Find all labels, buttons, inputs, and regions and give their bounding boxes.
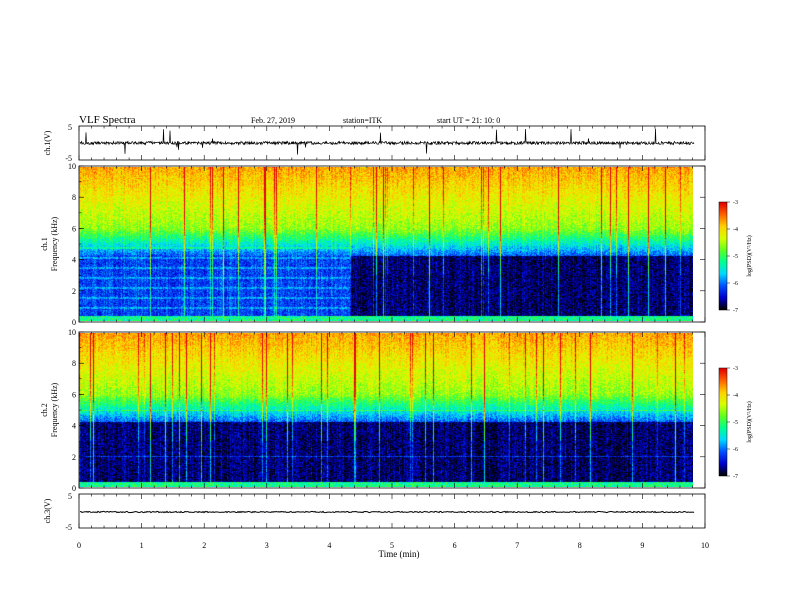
time-axis-label: Time (min): [379, 549, 420, 559]
ch1-ytick-top: 5: [68, 123, 72, 132]
ch1-ytick-bottom: -5: [65, 154, 72, 163]
time-tick-label: 0: [77, 541, 81, 550]
ch1-spectrogram-image: [79, 167, 693, 321]
ch2-spectrogram-ylabel-channel: ch.2: [40, 403, 49, 417]
ch2-colorbar: [719, 368, 727, 476]
ch3-waveform-panel: 5 -5 ch.3(V): [43, 492, 706, 532]
time-tick-label: 4: [327, 541, 331, 550]
ch3-waveform-trace: [80, 510, 695, 514]
freq-tick-label: 2: [72, 453, 76, 462]
time-tick-label: 5: [390, 541, 394, 550]
figure-title: VLF Spectra: [79, 114, 136, 126]
colorbar-tick-label: -7: [733, 474, 738, 480]
ch1-spectrogram-ylabel-frequency: Frequency (kHz): [50, 216, 59, 271]
freq-tick-label: 4: [72, 422, 76, 431]
ch1-waveform-panel: 5 -5 ch.1(V): [43, 123, 706, 163]
start-time-label: start UT = 21: 10: 0: [437, 116, 500, 125]
time-tick-label: 8: [578, 541, 582, 550]
ch2-freq-ticks: 0 2 4 6 8 10: [68, 328, 705, 493]
time-tick-label: 3: [265, 541, 269, 550]
freq-tick-label: 0: [72, 318, 76, 327]
colorbar-tick-label: -5: [733, 420, 738, 426]
colorbar-tick-label: -6: [733, 447, 738, 453]
freq-tick-label: 0: [72, 484, 76, 493]
time-tick-label: 1: [140, 541, 144, 550]
ch1-waveform-ylabel: ch.1(V): [43, 130, 52, 155]
time-tick-label: 9: [640, 541, 644, 550]
freq-tick-label: 2: [72, 287, 76, 296]
ch3-ytick-bottom: -5: [65, 523, 72, 532]
ch1-colorbar: [719, 202, 727, 310]
ch1-colorbar-ticks: -3 -4 -5 -6 -7: [727, 200, 738, 314]
colorbar-tick-label: -5: [733, 254, 738, 260]
time-tick-marks: [78, 126, 706, 528]
freq-tick-label: 8: [72, 193, 76, 202]
time-tick-label: 7: [515, 541, 519, 550]
colorbar-tick-label: -6: [733, 281, 738, 287]
freq-tick-label: 4: [72, 256, 76, 265]
freq-tick-label: 8: [72, 359, 76, 368]
station-label: station=ITK: [343, 116, 382, 125]
ch3-ytick-top: 5: [68, 492, 72, 501]
ch2-colorbar-ticks: -3 -4 -5 -6 -7: [727, 366, 738, 480]
time-tick-label: 2: [202, 541, 206, 550]
ch1-waveform-trace: [79, 128, 695, 155]
time-axis-tick-labels: 0 1 2 3 4 5 6 7 8 9 10: [77, 541, 709, 550]
colorbar-tick-label: -7: [733, 308, 738, 314]
ch1-colorbar-label: log(PSD)(V²/Hz): [746, 235, 753, 276]
freq-tick-label: 10: [68, 328, 76, 337]
ch2-colorbar-label: log(PSD)(V²/Hz): [746, 401, 753, 442]
ch3-waveform-frame: [78, 493, 706, 529]
ch1-spectrogram-ylabel-channel: ch.1: [40, 237, 49, 251]
ch2-spectrogram-ylabel-frequency: Frequency (kHz): [50, 382, 59, 437]
freq-tick-label: 6: [72, 224, 76, 233]
colorbar-tick-label: -3: [733, 366, 738, 372]
colorbar-tick-label: -3: [733, 200, 738, 206]
freq-tick-label: 6: [72, 390, 76, 399]
colorbar-tick-label: -4: [733, 227, 738, 233]
time-tick-label: 10: [701, 541, 709, 550]
colorbar-tick-label: -4: [733, 393, 738, 399]
time-tick-label: 6: [453, 541, 457, 550]
date-label: Feb. 27, 2019: [251, 116, 295, 125]
ch2-spectrogram-image: [79, 333, 693, 487]
ch1-freq-ticks: 0 2 4 6 8 10: [68, 162, 705, 327]
ch3-waveform-ylabel: ch.3(V): [43, 498, 52, 523]
freq-tick-label: 10: [68, 162, 76, 171]
